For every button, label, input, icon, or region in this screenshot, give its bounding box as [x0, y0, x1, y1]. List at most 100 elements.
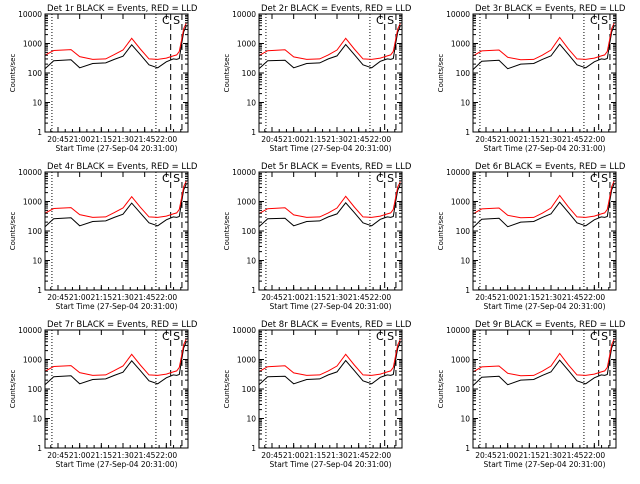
x-tick-label: 21:00: [283, 135, 305, 144]
y-tick-label: 1: [251, 286, 256, 295]
x-tick-label: 21:45: [348, 135, 370, 144]
y-tick-label: 1: [465, 128, 470, 137]
x-tick-label: 21:15: [305, 293, 327, 302]
y-tick-label: 10: [246, 257, 256, 266]
y-tick-label: 10: [32, 415, 42, 424]
x-tick-label: 21:30: [112, 451, 134, 460]
plot-frame: [258, 329, 403, 449]
y-axis-label: Counts/sec: [437, 54, 445, 93]
x-tick-label: 22:00: [156, 135, 178, 144]
panel-title: Det 7r BLACK = Events, RED = LLD: [47, 320, 198, 330]
lld-series-line: [44, 22, 187, 60]
lld-series-line: [44, 180, 187, 218]
y-tick-label: 1000: [237, 40, 256, 49]
x-axis-label: Start Time (27-Sep-04 20:31:00): [56, 302, 178, 311]
y-axis-label: Counts/sec: [437, 212, 445, 251]
x-tick-label: 20:45: [475, 451, 497, 460]
y-tick-label: 100: [456, 385, 471, 394]
x-tick-label: 21:15: [305, 451, 327, 460]
x-axis-label: Start Time (27-Sep-04 20:31:00): [56, 144, 178, 153]
y-tick-label: 1: [465, 444, 470, 453]
x-tick-label: 21:15: [519, 451, 541, 460]
lld-series-line: [258, 181, 401, 218]
y-tick-label: 10000: [18, 168, 42, 177]
x-tick-label: 20:45: [47, 451, 69, 460]
y-tick-label: 10: [32, 257, 42, 266]
y-axis-label: Counts/sec: [223, 212, 231, 251]
x-tick-label: 21:45: [348, 451, 370, 460]
x-axis-label: Start Time (27-Sep-04 20:31:00): [484, 302, 606, 311]
panel-title: Det 9r BLACK = Events, RED = LLD: [475, 320, 626, 330]
y-tick-label: 10: [32, 99, 42, 108]
x-tick-label: 20:45: [261, 293, 283, 302]
panel-title: Det 4r BLACK = Events, RED = LLD: [47, 162, 198, 172]
y-tick-label: 100: [28, 69, 43, 78]
y-tick-label: 10: [246, 415, 256, 424]
plot-frame: [472, 329, 617, 449]
x-tick-label: 21:45: [562, 293, 584, 302]
y-tick-label: 10000: [232, 168, 256, 177]
y-tick-label: 10000: [446, 10, 470, 19]
lld-series-line: [472, 338, 615, 377]
x-tick-label: 21:45: [348, 293, 370, 302]
y-tick-label: 10: [460, 99, 470, 108]
y-tick-label: 10000: [232, 10, 256, 19]
x-tick-label: 21:15: [305, 135, 327, 144]
x-tick-label: 21:00: [69, 135, 91, 144]
y-tick-label: 1000: [23, 40, 42, 49]
x-tick-label: 20:45: [475, 135, 497, 144]
x-tick-label: 20:45: [47, 135, 69, 144]
x-tick-label: 21:15: [91, 293, 113, 302]
y-tick-label: 1000: [23, 356, 42, 365]
y-tick-label: 100: [242, 385, 257, 394]
y-tick-label: 1000: [237, 198, 256, 207]
x-tick-label: 21:30: [540, 293, 562, 302]
x-tick-label: 21:30: [112, 293, 134, 302]
x-tick-label: 21:45: [134, 293, 156, 302]
y-tick-label: 100: [28, 227, 43, 236]
y-tick-label: 1: [37, 286, 42, 295]
events-series-line: [258, 184, 401, 228]
x-tick-label: 21:00: [283, 451, 305, 460]
events-series-line: [44, 25, 187, 70]
events-series-line: [472, 341, 615, 386]
y-tick-label: 1: [37, 444, 42, 453]
y-tick-label: 100: [28, 385, 43, 394]
y-tick-label: 10000: [18, 10, 42, 19]
y-tick-label: 1: [465, 286, 470, 295]
y-tick-label: 10: [246, 99, 256, 108]
events-series-line: [44, 183, 187, 228]
x-tick-label: 21:30: [326, 135, 348, 144]
x-tick-label: 22:00: [584, 451, 606, 460]
y-tick-label: 10000: [18, 326, 42, 335]
y-tick-label: 10000: [446, 168, 470, 177]
lld-series-line: [44, 338, 187, 376]
x-tick-label: 21:30: [540, 451, 562, 460]
x-tick-label: 21:45: [562, 451, 584, 460]
y-axis-label: Counts/sec: [437, 370, 445, 409]
x-tick-label: 22:00: [584, 135, 606, 144]
events-series-line: [44, 341, 187, 386]
x-tick-label: 21:00: [283, 293, 305, 302]
lld-series-line: [472, 180, 615, 219]
y-tick-label: 10: [460, 257, 470, 266]
x-tick-label: 21:15: [519, 135, 541, 144]
panel-title: Det 6r BLACK = Events, RED = LLD: [475, 162, 626, 172]
y-tick-label: 1: [37, 128, 42, 137]
y-tick-label: 100: [242, 227, 257, 236]
x-tick-label: 20:45: [475, 293, 497, 302]
x-tick-label: 22:00: [370, 293, 392, 302]
y-axis-label: Counts/sec: [9, 370, 17, 409]
events-series-line: [258, 341, 401, 386]
y-tick-label: 10000: [232, 326, 256, 335]
panel-title: Det 3r BLACK = Events, RED = LLD: [475, 4, 626, 14]
y-axis-label: Counts/sec: [223, 54, 231, 93]
events-series-line: [258, 25, 401, 70]
